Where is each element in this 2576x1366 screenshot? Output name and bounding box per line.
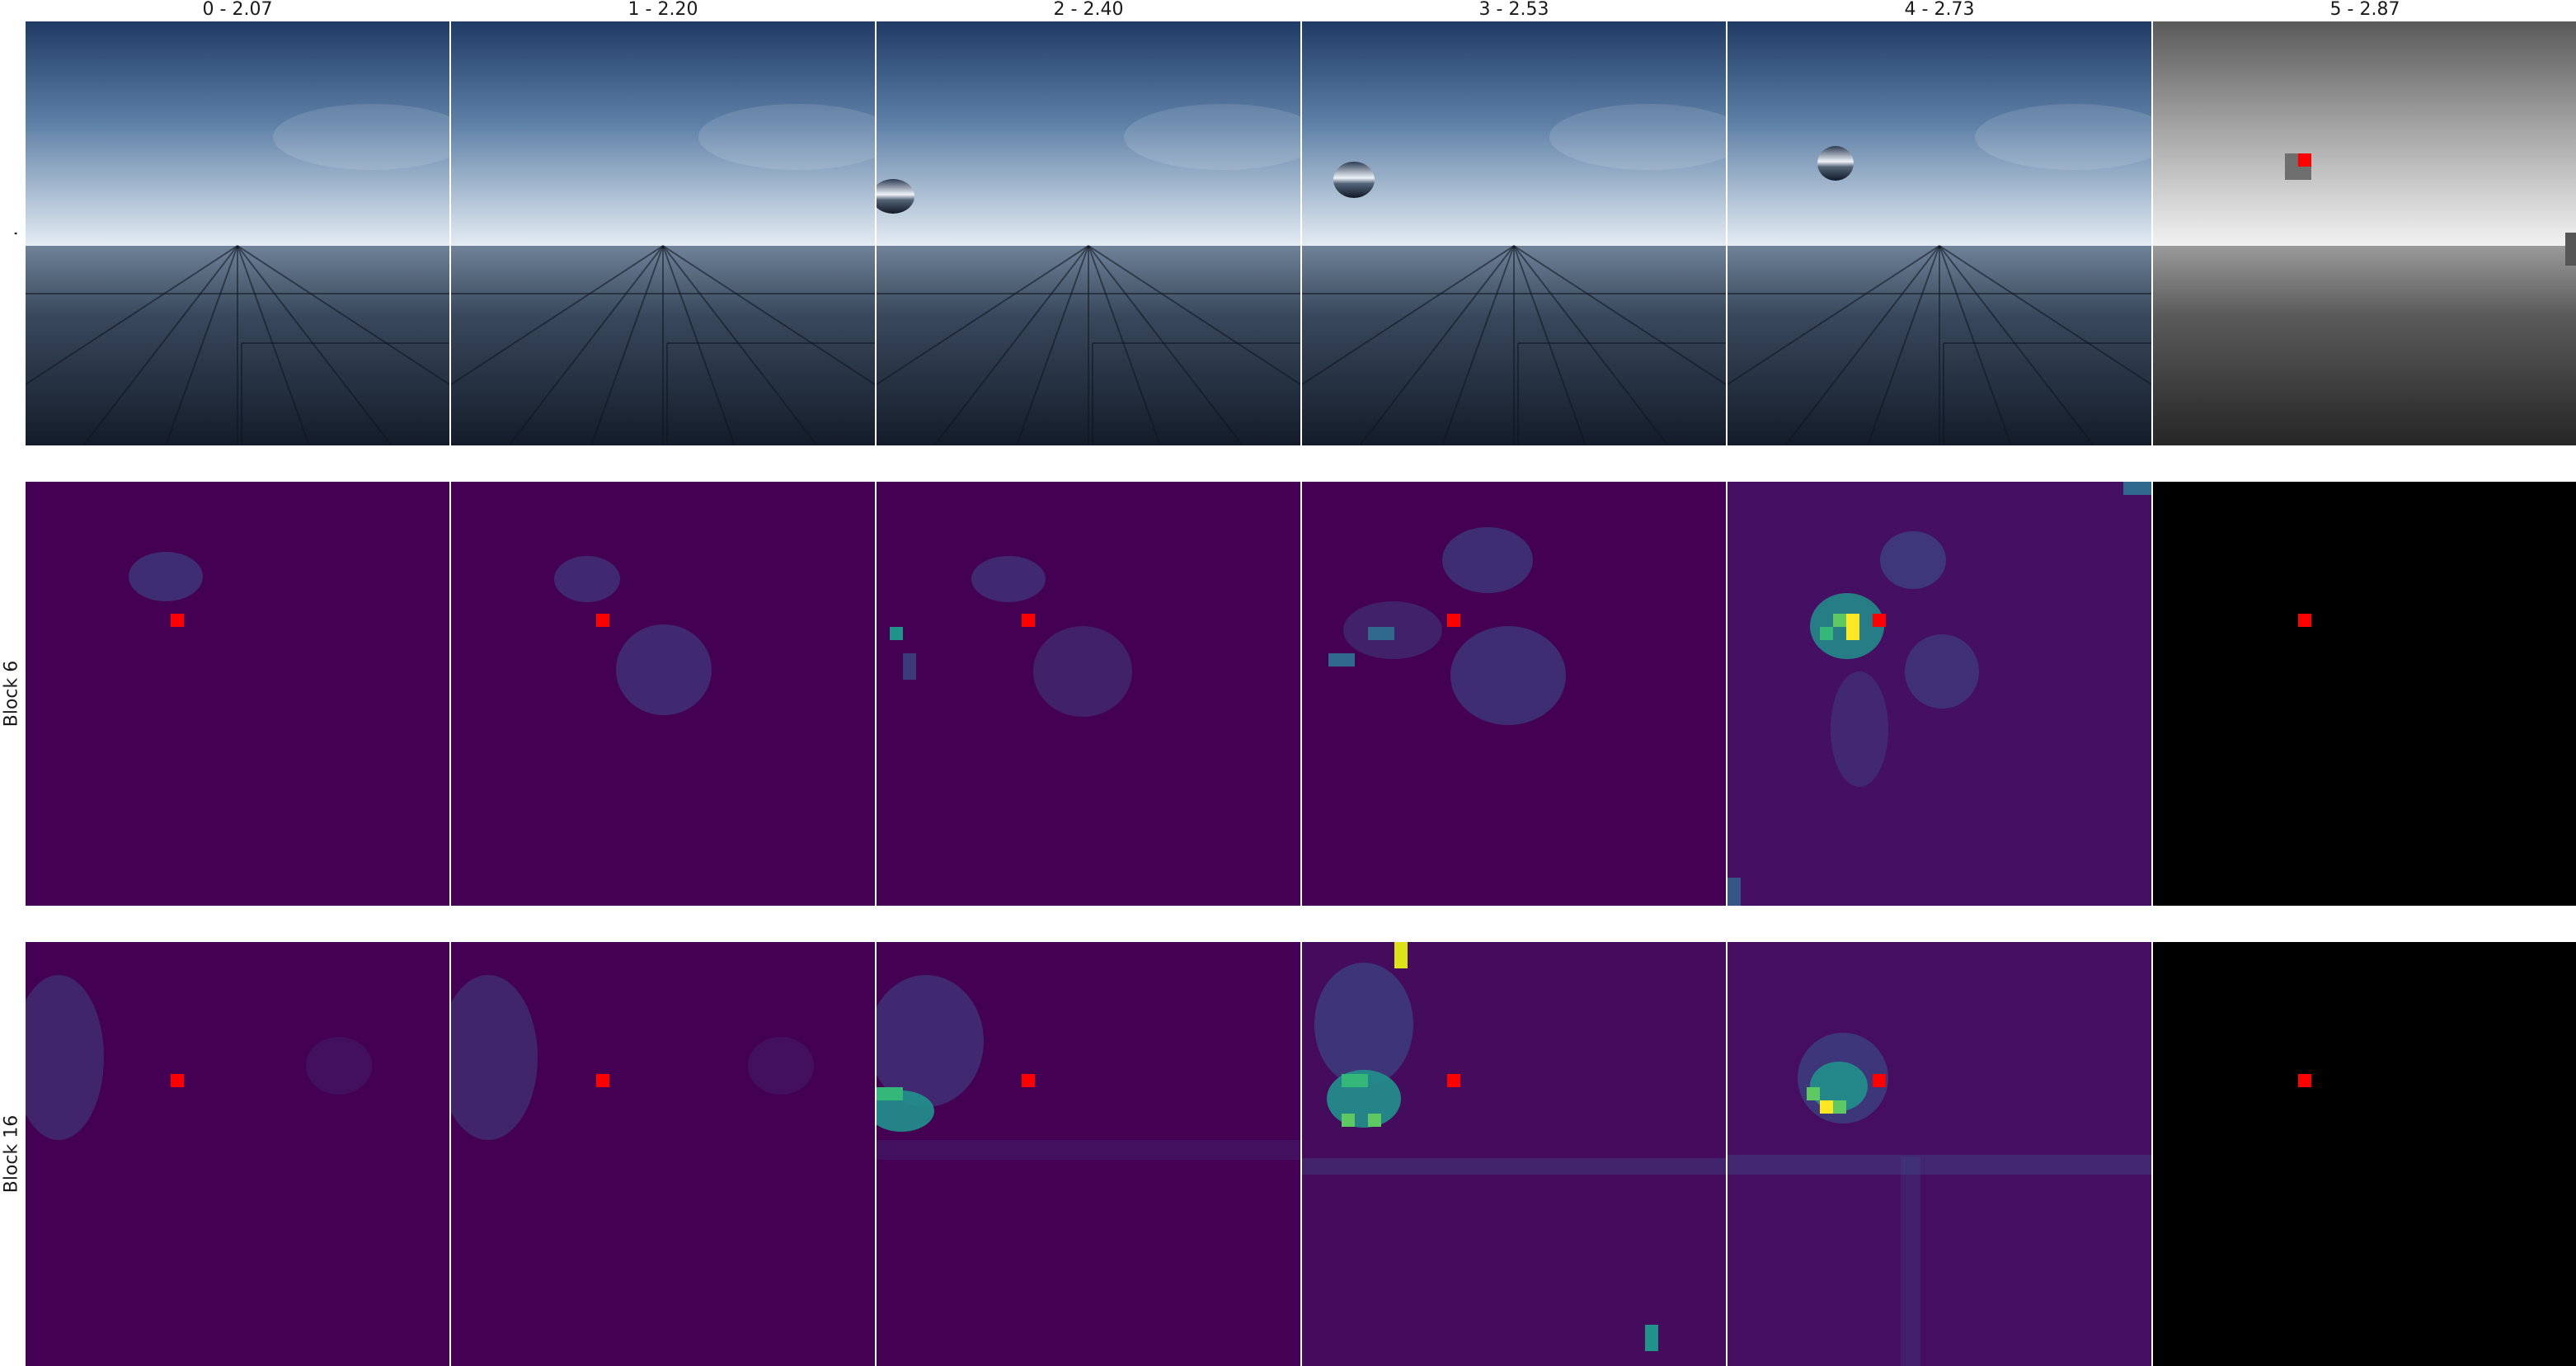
attention-heatmap [451, 482, 875, 906]
attention-heatmap [26, 482, 449, 906]
sky-floor-scene [877, 21, 1300, 445]
query-marker [1447, 1074, 1460, 1087]
attention-heatmap [877, 482, 1300, 906]
block-6-map-4 [1728, 482, 2151, 906]
column-title-3: 3 - 2.53 [1478, 0, 1549, 20]
attention-heatmap [1302, 482, 1726, 906]
attention-heatmap [1728, 482, 2151, 906]
query-marker [2298, 1074, 2311, 1087]
frame-4 [1728, 21, 2151, 445]
sphere [877, 179, 914, 214]
frame-2 [877, 21, 1300, 445]
query-marker [1022, 1074, 1035, 1087]
frame-3 [1302, 21, 1726, 445]
block-16-map-0 [26, 942, 449, 1366]
block-6-map-5 [2153, 482, 2576, 906]
attention-heatmap [451, 942, 875, 1366]
attention-heatmap [1302, 942, 1726, 1366]
column-title-0: 0 - 2.07 [202, 0, 273, 20]
frame-5-grayscale [2153, 21, 2576, 445]
block-16-map-4 [1728, 942, 2151, 1366]
block-6-map-3 [1302, 482, 1726, 906]
column-title-4: 4 - 2.73 [1904, 0, 1975, 20]
column-title-1: 1 - 2.20 [628, 0, 698, 20]
query-marker [2298, 153, 2311, 167]
attention-heatmap [877, 942, 1300, 1366]
sky-floor-scene [1728, 21, 2151, 445]
query-marker [171, 614, 184, 627]
query-marker [171, 1074, 184, 1087]
blank-map [2153, 482, 2576, 906]
block-6-map-0 [26, 482, 449, 906]
sky-floor-scene [1302, 21, 1726, 445]
block-6-map-2 [877, 482, 1300, 906]
block-16-map-3 [1302, 942, 1726, 1366]
row-label-frames: . [1, 230, 21, 237]
block-16-map-5 [2153, 942, 2576, 1366]
grayscale-scene [2153, 21, 2576, 445]
block-6-map-1 [451, 482, 875, 906]
blank-map [2153, 942, 2576, 1366]
query-marker [1447, 614, 1460, 627]
sphere [1333, 162, 1375, 198]
block-16-map-1 [451, 942, 875, 1366]
row-label-block-16: Block 16 [1, 1114, 21, 1194]
sky-floor-scene [26, 21, 449, 445]
sphere [1817, 146, 1854, 181]
column-title-5: 5 - 2.87 [2329, 0, 2400, 20]
query-marker [1022, 614, 1035, 627]
row-label-block-6: Block 6 [1, 660, 21, 728]
query-marker [1873, 1074, 1886, 1087]
query-marker [596, 614, 609, 627]
attention-heatmap [26, 942, 449, 1366]
frame-0 [26, 21, 449, 445]
frame-1 [451, 21, 875, 445]
query-marker [596, 1074, 609, 1087]
sky-floor-scene [451, 21, 875, 445]
query-marker [1873, 614, 1886, 627]
block-16-map-2 [877, 942, 1300, 1366]
column-title-2: 2 - 2.40 [1053, 0, 1124, 20]
attention-heatmap [1728, 942, 2151, 1366]
query-marker [2298, 614, 2311, 627]
